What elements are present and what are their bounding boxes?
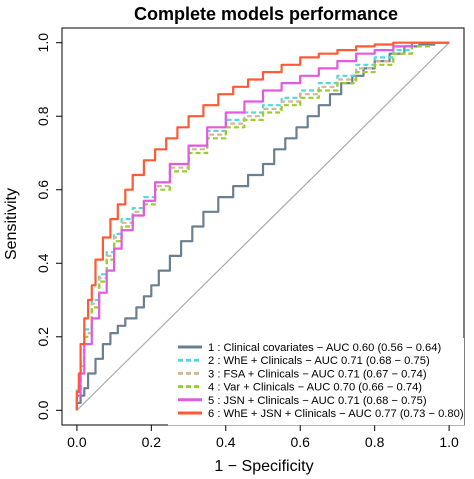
legend-label-6: 6 : WhE + JSN + Clinicals − AUC 0.77 (0.… [208,408,464,420]
y-tick-label-2: 0.4 [35,253,51,273]
x-axis-title: 1 − Specificity [214,458,313,475]
legend-label-3: 3 : FSA + Clinicals − AUC 0.71 (0.67 − 0… [208,368,427,380]
y-tick-label-5: 1.0 [35,33,51,53]
roc-curve-4 [75,41,450,411]
x-tick-label-3: 0.6 [290,434,310,450]
x-tick-label-2: 0.4 [216,434,236,450]
roc-curve-1 [75,41,450,411]
legend-label-5: 5 : JSN + Clinicals − AUC 0.71 (0.68 − 0… [208,395,427,407]
legend-label-4: 4 : Var + Clinicals − AUC 0.70 (0.66 − 0… [208,382,422,394]
plot-area: 0.0 0.2 0.4 0.6 0.8 1.0 0.0 0.2 0.4 0.6 0.8 1.0 1 : … [35,27,465,450]
legend-box [168,338,464,426]
x-tick-label-5: 1.0 [439,434,459,450]
y-tick-label-1: 0.2 [35,327,51,347]
reference-diagonal [76,42,450,411]
legend-label-2: 2 : WhE + Clinicals − AUC 0.71 (0.68 − 0… [208,355,430,367]
x-tick-label-4: 0.8 [365,434,385,450]
y-tick-label-4: 0.8 [35,106,51,126]
legend-label-1: 1 : Clinical covariates − AUC 0.60 (0.56… [208,342,441,354]
y-tick-label-0: 0.0 [35,400,51,420]
x-tick-label-0: 0.0 [67,434,87,450]
x-tick-label-1: 0.2 [142,434,162,450]
roc-curve-5 [75,41,450,411]
roc-curve-6 [75,41,450,411]
y-tick-label-3: 0.6 [35,180,51,200]
y-axis-title: Sensitivity [3,188,20,260]
chart-title: Complete models performance [134,4,398,24]
